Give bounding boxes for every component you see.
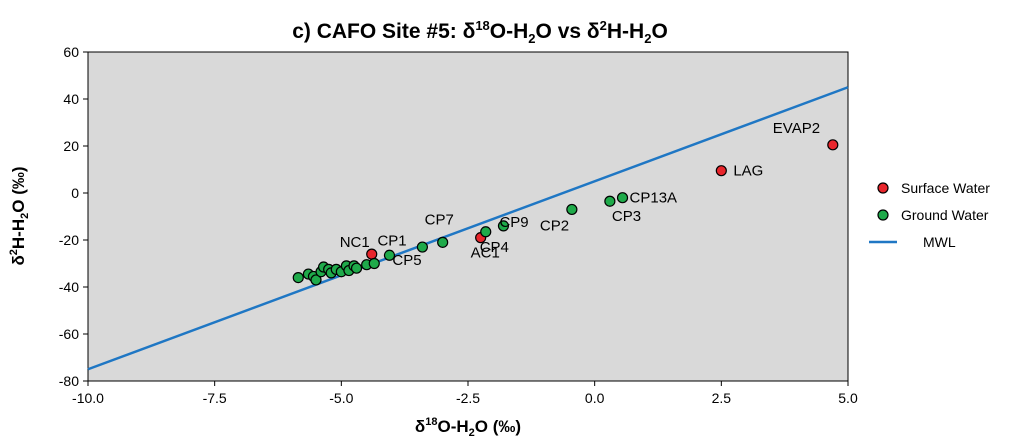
legend: Surface Water Ground Water MWL bbox=[869, 180, 990, 250]
x-axis-label: δ18O-H2O (‰) bbox=[415, 416, 521, 439]
ground-water-point bbox=[292, 272, 304, 284]
x-tick-label: 0.0 bbox=[585, 390, 605, 406]
point-label: NC1 bbox=[340, 234, 370, 251]
x-tick-label: -5.0 bbox=[329, 390, 353, 406]
legend-marker bbox=[877, 182, 889, 194]
legend-label: MWL bbox=[923, 234, 956, 250]
ground-water-point bbox=[368, 257, 380, 270]
x-tick-label: 2.5 bbox=[712, 390, 732, 406]
mwl-line bbox=[87, 86, 849, 371]
x-tick-label: -10.0 bbox=[72, 390, 104, 406]
y-tick-label: -80 bbox=[59, 373, 79, 389]
chart-title: c) CAFO Site #5: δ18O-H2O vs δ2H-H2O bbox=[292, 18, 668, 46]
y-tick-label: 40 bbox=[63, 91, 79, 107]
ground-water-point bbox=[416, 241, 428, 253]
point-label: LAG bbox=[733, 163, 763, 180]
point-label: AC1 bbox=[471, 245, 500, 262]
ground-water-point bbox=[383, 249, 396, 261]
y-tick-label: 60 bbox=[63, 44, 79, 60]
point-label: CP4 bbox=[480, 239, 509, 256]
x-tick-label: 5.0 bbox=[838, 390, 858, 406]
y-axis: -80 -60 -40 -20 0 20 40 60 bbox=[59, 44, 88, 389]
point-label: CP13A bbox=[630, 190, 678, 207]
legend-label: Surface Water bbox=[901, 180, 990, 196]
x-axis: -10.0 -7.5 -5.0 -2.5 0.0 2.5 5.0 bbox=[72, 381, 858, 406]
y-tick-label: -20 bbox=[59, 232, 79, 248]
ground-water-point bbox=[437, 236, 449, 248]
point-label: CP5 bbox=[392, 252, 421, 269]
y-tick-label: 0 bbox=[71, 185, 79, 201]
mwl-layer bbox=[87, 86, 849, 371]
point-label: EVAP2 bbox=[773, 120, 820, 137]
ground-water-point bbox=[497, 220, 510, 232]
point-label: CP7 bbox=[425, 211, 454, 228]
legend-marker bbox=[877, 209, 889, 221]
y-axis-label: δ2H-H2O (‰) bbox=[8, 166, 31, 265]
surface-water-point bbox=[827, 139, 839, 151]
point-label: CP9 bbox=[499, 214, 528, 231]
ground-water-point bbox=[480, 226, 492, 238]
point-label: CP3 bbox=[612, 208, 641, 225]
plot-area bbox=[87, 51, 849, 382]
y-tick-label: -60 bbox=[59, 326, 79, 342]
ground-water-point bbox=[310, 274, 322, 286]
x-tick-label: -7.5 bbox=[203, 390, 227, 406]
ground-water-point bbox=[350, 262, 363, 274]
point-label: CP1 bbox=[377, 232, 406, 249]
legend-label: Ground Water bbox=[901, 207, 989, 223]
point-label: CP2 bbox=[540, 217, 569, 234]
data-points bbox=[292, 139, 839, 286]
surface-water-point bbox=[715, 165, 727, 177]
x-tick-label: -2.5 bbox=[456, 390, 480, 406]
y-tick-label: -40 bbox=[59, 279, 79, 295]
ground-water-point bbox=[604, 195, 616, 207]
ground-water-point bbox=[566, 203, 578, 216]
y-tick-label: 20 bbox=[63, 138, 79, 154]
ground-water-point bbox=[616, 192, 629, 204]
